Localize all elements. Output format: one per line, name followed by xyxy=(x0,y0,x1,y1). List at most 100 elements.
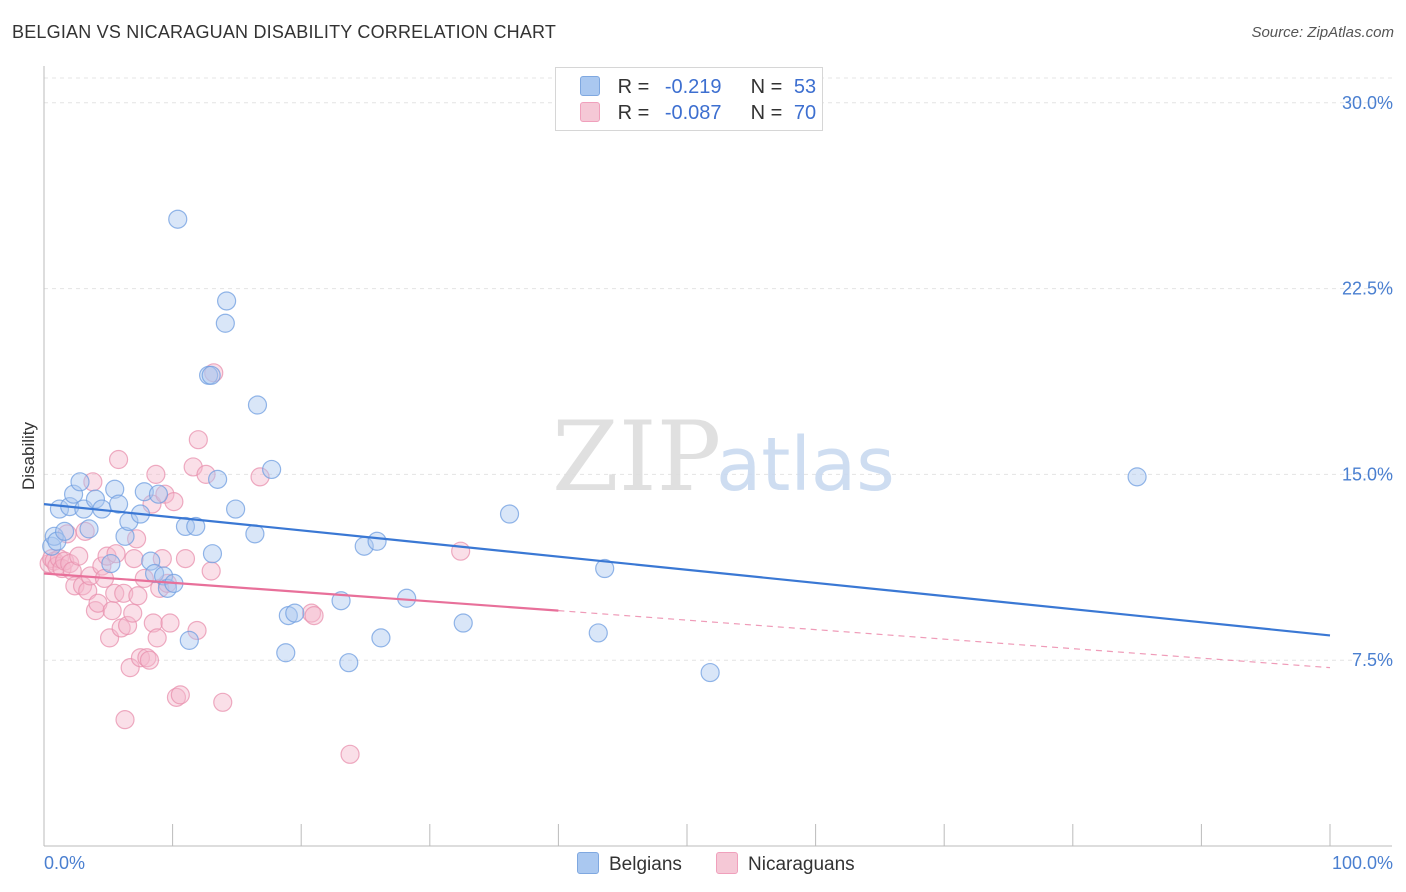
belgians-point xyxy=(371,628,391,648)
nicaraguans-point xyxy=(196,464,216,484)
belgians-point xyxy=(134,482,154,502)
belgians-point xyxy=(339,653,359,673)
belgians-point xyxy=(44,526,64,546)
nicaraguans-point xyxy=(134,568,154,589)
bottom-legend-label-belgians: Belgians xyxy=(609,854,682,875)
belgians-point xyxy=(105,479,125,499)
belgians-points xyxy=(42,209,1147,683)
belgians-point xyxy=(153,566,174,586)
legend-n-value: 53 xyxy=(793,76,817,98)
bottom-legend-belgians: Belgians xyxy=(577,852,682,876)
nicaraguans-point xyxy=(69,546,89,566)
watermark-atlas: atlas xyxy=(716,422,895,508)
nicaraguans-point xyxy=(115,710,135,730)
bottom-legend-nicaraguans: Nicaraguans xyxy=(716,852,855,876)
nicaraguans-point xyxy=(120,658,140,678)
legend-n-label: N = xyxy=(750,102,783,124)
correlation-legend: R = -0.219 N = 53 R = -0.087 N = 70 xyxy=(555,67,823,131)
belgians-point xyxy=(245,524,265,544)
nicaraguans-point xyxy=(106,544,126,564)
belgians-point xyxy=(141,551,161,571)
chart-title: BELGIAN VS NICARAGUAN DISABILITY CORRELA… xyxy=(12,22,557,42)
watermark: ZIP atlas xyxy=(552,401,895,513)
belgians-point xyxy=(168,209,188,229)
nicaraguans-point xyxy=(451,541,471,561)
belgians-point xyxy=(186,516,206,537)
nicaraguans-point xyxy=(126,529,147,549)
x-tick-label: 0.0% xyxy=(44,853,85,873)
belgians-point xyxy=(148,484,169,504)
legend-row-belgians: R = -0.219 N = 53 xyxy=(580,76,816,100)
bottom-legend-swatch-nicaraguans xyxy=(716,852,738,874)
belgians-point xyxy=(700,662,720,683)
belgians-point xyxy=(285,603,305,623)
belgians-point xyxy=(115,526,135,546)
belgians-point xyxy=(179,630,199,650)
nicaraguans-point xyxy=(108,449,129,470)
belgians-point xyxy=(202,544,223,564)
nicaraguans-point xyxy=(170,685,190,705)
nicaraguans-point xyxy=(340,744,360,764)
nicaraguans-point xyxy=(301,603,322,623)
belgians-point xyxy=(215,313,235,333)
nicaraguans-point xyxy=(117,615,138,636)
trend-lines xyxy=(43,503,1331,669)
nicaraguans-point xyxy=(188,430,208,450)
nicaraguans-point xyxy=(85,601,106,621)
nicaraguans-trend-extension xyxy=(558,610,1331,669)
nicaraguans-point xyxy=(102,601,122,621)
nicaraguans-point xyxy=(164,492,184,512)
belgians-point xyxy=(453,613,473,633)
belgians-point xyxy=(85,489,106,509)
belgians-point xyxy=(367,531,387,551)
nicaraguans-point xyxy=(54,551,75,571)
y-axis-label: Disability xyxy=(19,421,38,490)
belgians-point xyxy=(157,578,178,598)
nicaraguans-point xyxy=(114,583,134,603)
belgians-point xyxy=(54,521,75,541)
belgians-point xyxy=(588,623,608,643)
belgians-point xyxy=(262,459,282,480)
nicaraguans-point xyxy=(175,549,196,569)
bottom-legend-label-nicaraguans: Nicaraguans xyxy=(748,854,855,875)
nicaraguans-point xyxy=(124,549,144,569)
nicaraguans-point xyxy=(187,620,207,641)
tick-labels: 7.5% 15.0% 22.5% 30.0% 0.0% 100.0% xyxy=(44,93,1393,873)
y-tick-label: 22.5% xyxy=(1342,279,1393,299)
belgians-point xyxy=(595,558,615,579)
nicaraguans-point xyxy=(123,603,143,623)
belgians-point xyxy=(1127,467,1147,487)
nicaraguans-point xyxy=(146,464,166,484)
nicaraguans-point xyxy=(250,467,270,487)
nicaraguans-point xyxy=(139,650,160,670)
belgians-point xyxy=(226,499,246,519)
nicaraguans-point xyxy=(137,648,157,668)
legend-swatch-nicaraguans xyxy=(580,102,600,122)
nicaraguans-point xyxy=(147,628,167,648)
nicaraguans-point xyxy=(160,613,180,633)
y-tick-label: 7.5% xyxy=(1352,650,1393,670)
belgians-point xyxy=(175,516,196,537)
legend-r-value: -0.219 xyxy=(664,76,722,98)
nicaraguans-point xyxy=(143,613,163,633)
y-tick-label: 15.0% xyxy=(1342,464,1393,484)
axes xyxy=(43,66,1392,847)
nicaraguans-point xyxy=(65,576,85,596)
belgians-point xyxy=(70,472,90,492)
belgians-point xyxy=(63,484,84,504)
belgians-point xyxy=(108,494,129,514)
belgians-point xyxy=(276,643,296,663)
nicaraguans-points xyxy=(39,363,471,764)
x-tick-label: 100.0% xyxy=(1332,853,1393,873)
belgians-point xyxy=(47,531,67,551)
source-label: Source: ZipAtlas.com xyxy=(1251,24,1394,41)
nicaraguans-point xyxy=(304,605,324,626)
belgians-point xyxy=(499,504,520,524)
belgians-point xyxy=(208,469,228,489)
watermark-zip: ZIP xyxy=(552,401,721,513)
legend-r-value: -0.087 xyxy=(664,102,722,124)
legend-n-value: 70 xyxy=(793,102,817,124)
nicaraguans-trend-line xyxy=(43,572,559,612)
nicaraguans-point xyxy=(201,561,221,581)
